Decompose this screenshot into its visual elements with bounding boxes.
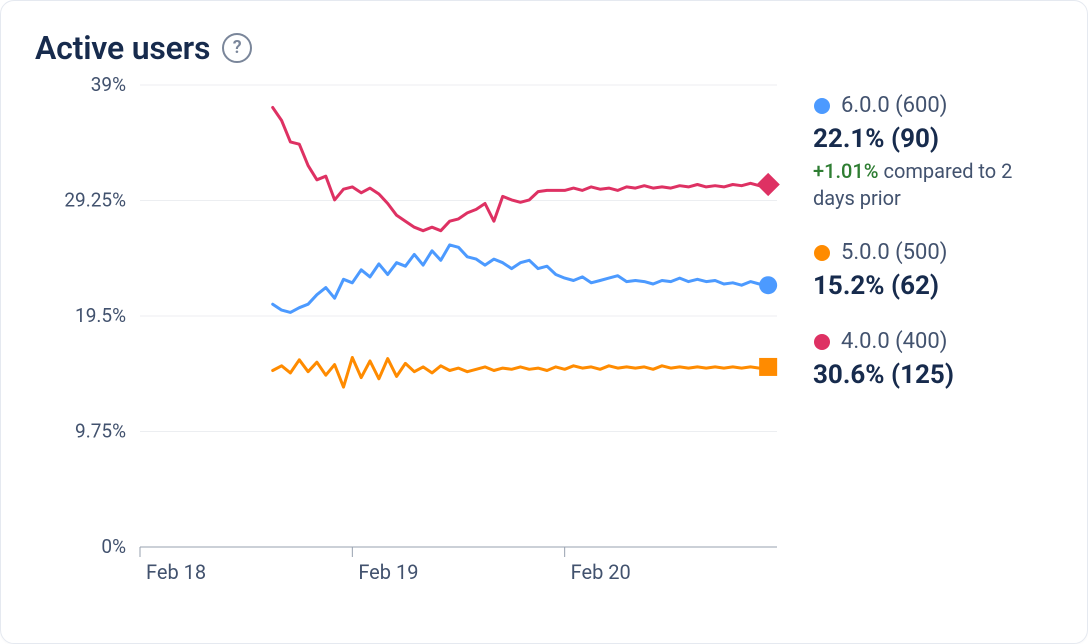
card-header: Active users ?: [35, 29, 1053, 67]
legend-entry[interactable]: 6.0.0 (600) 22.1% (90) +1.01% compared to …: [813, 93, 1053, 212]
help-icon[interactable]: ?: [222, 33, 252, 63]
legend-entry[interactable]: 4.0.0 (400) 30.6% (125): [813, 329, 1053, 390]
card-title: Active users: [35, 29, 210, 67]
y-axis-tick-label: 9.75%: [75, 420, 126, 443]
x-axis-tick-label: Feb 18: [146, 560, 206, 584]
active-users-card: Active users ? 0% 9.75% 19.5% 29.25% 39% Feb …: [0, 0, 1088, 644]
chart-series-end-marker: [756, 173, 779, 196]
legend-label-row: 5.0.0 (500): [813, 240, 1053, 265]
legend-series-label: 4.0.0 (400): [841, 329, 947, 354]
legend-delta: +1.01% compared to 2 days prior: [813, 158, 1053, 212]
legend-marker-icon: [813, 244, 831, 262]
y-axis-tick-label: 29.25%: [64, 189, 126, 212]
help-icon-glyph: ?: [233, 39, 242, 57]
legend-marker-icon: [813, 333, 831, 351]
x-axis-tick-label: Feb 19: [358, 560, 418, 584]
chart-series-line: [273, 108, 769, 231]
y-axis-tick-label: 39%: [91, 75, 126, 96]
x-axis-tick-label: Feb 20: [571, 560, 631, 584]
legend-series-value: 15.2% (62): [813, 271, 1053, 301]
card-body: 0%9.75%19.5%29.25%39%Feb 18Feb 19Feb 20 …: [35, 75, 1053, 609]
legend-series-label: 5.0.0 (500): [841, 240, 947, 265]
chart-series-end-marker: [759, 276, 777, 294]
chart-series-line: [273, 358, 769, 388]
y-axis-tick-label: 0%: [101, 535, 126, 558]
legend-series-value: 30.6% (125): [813, 360, 1053, 390]
chart-series-line: [273, 245, 769, 313]
legend-series-value: 22.1% (90): [813, 124, 1053, 154]
legend-entry[interactable]: 5.0.0 (500) 15.2% (62): [813, 240, 1053, 301]
legend-series-label: 6.0.0 (600): [841, 93, 947, 118]
legend-marker-icon: [813, 97, 831, 115]
legend-label-row: 4.0.0 (400): [813, 329, 1053, 354]
y-axis-tick-label: 19.5%: [75, 304, 126, 327]
chart-area: 0% 9.75% 19.5% 29.25% 39% Feb 18 Feb 19 Feb 20: [35, 75, 795, 609]
line-chart: 0% 9.75% 19.5% 29.25% 39% Feb 18 Feb 19 Feb 20: [35, 75, 795, 605]
chart-legend: 6.0.0 (600) 22.1% (90) +1.01% compared to …: [795, 75, 1053, 609]
chart-series-end-marker: [759, 358, 777, 376]
legend-label-row: 6.0.0 (600): [813, 93, 1053, 118]
